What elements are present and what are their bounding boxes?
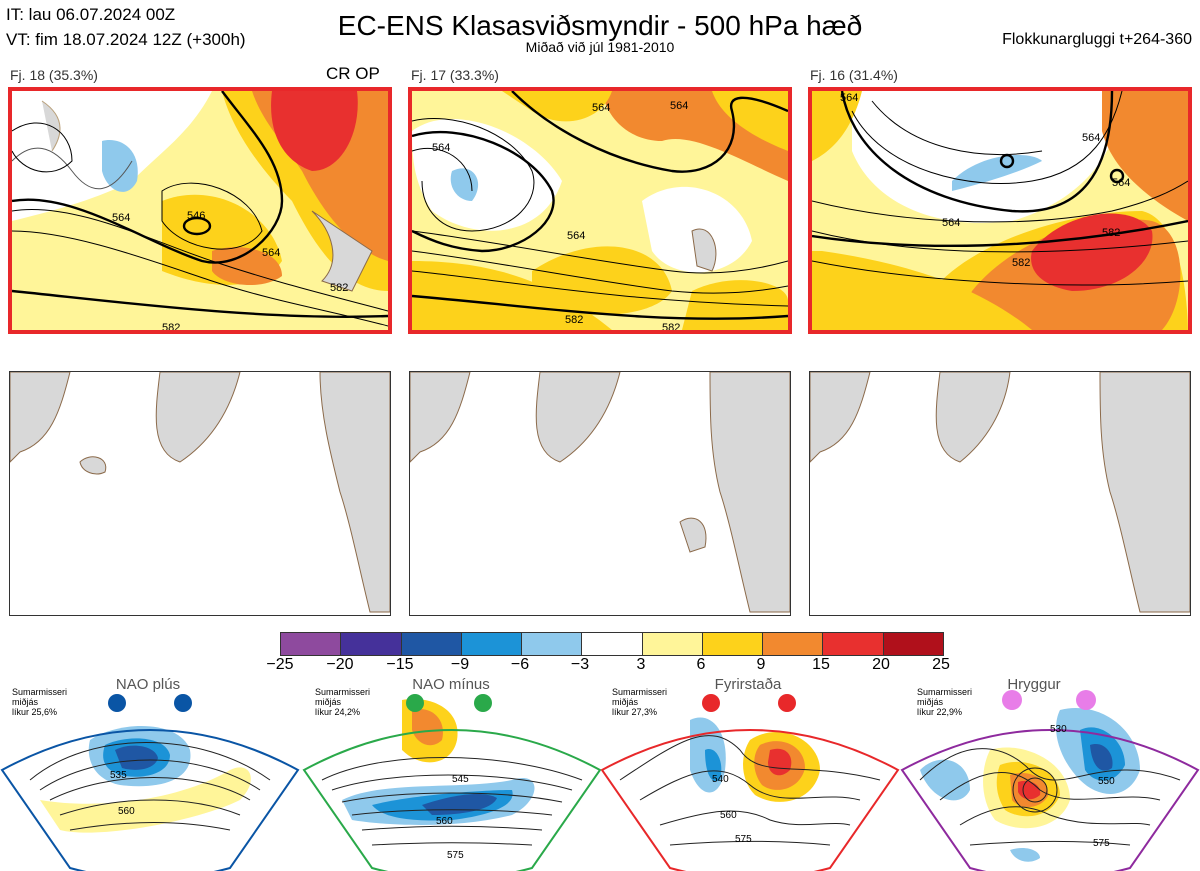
regime-info-ridge: Sumarmisseri miðjás líkur 22,9% [917, 687, 973, 717]
regime-title-nao-minus: NAO mínus [412, 676, 490, 693]
regime-dot-icon [778, 694, 796, 712]
colorbar-tick: −15 [386, 656, 414, 673]
contour-label: 564 [432, 142, 450, 154]
contour-label: 582 [330, 282, 348, 294]
regime-map-nao-plus[interactable]: 535 560 [0, 690, 300, 871]
page-subtitle: Miðað við júl 1981-2010 [525, 39, 675, 55]
regime-map-ridge[interactable]: 530 550 575 [900, 690, 1200, 871]
regime-dot-icon [174, 694, 192, 712]
contour-label: 564 [567, 230, 585, 242]
colorbar-tick: 25 [932, 656, 950, 673]
empty-map-2 [409, 371, 791, 616]
contour-label: 564 [1112, 177, 1130, 189]
colorbar-tick: 20 [872, 656, 890, 673]
contour-label: 582 [1012, 257, 1030, 269]
regime-dot-icon [1076, 690, 1096, 710]
contour-label: 560 [118, 806, 135, 817]
regime-dot-icon [702, 694, 720, 712]
contour-label: 560 [720, 810, 737, 821]
empty-map-3 [809, 371, 1191, 616]
colorbar [280, 632, 944, 656]
regime-info-nao-minus: Sumarmisseri miðjás líkur 24,2% [315, 687, 371, 717]
contour-label: 564 [262, 247, 280, 259]
colorbar-tick: −6 [510, 656, 530, 673]
contour-label: 564 [1082, 132, 1100, 144]
contour-label: 546 [187, 210, 205, 222]
contour-label: 564 [942, 217, 960, 229]
classification-window: Flokkunargluggi t+264-360 [1002, 31, 1192, 48]
contour-label: 582 [1102, 227, 1120, 239]
contour-label: 575 [1093, 838, 1110, 849]
colorbar-tick: −9 [450, 656, 470, 673]
regime-dot-icon [406, 694, 424, 712]
page-title: EC-ENS Klasasviðsmyndir - 500 hPa hæð [337, 10, 863, 41]
regime-dot-icon [1002, 690, 1022, 710]
regime-title-ridge: Hryggur [1007, 676, 1061, 693]
cluster-map-3[interactable]: 564 564 564 564 582 582 [808, 87, 1192, 334]
contour-label: 582 [662, 322, 680, 330]
colorbar-tick: 15 [812, 656, 830, 673]
regime-map-blocking[interactable]: 540 560 575 [600, 690, 900, 871]
regime-title-nao-plus: NAO plús [115, 676, 181, 693]
cluster-label-3: Fj. 16 (31.4%) [810, 67, 898, 83]
cluster-map-1[interactable]: 564 546 564 582 582 [8, 87, 392, 334]
colorbar-tick: 9 [756, 656, 766, 673]
contour-label: 530 [1050, 724, 1067, 735]
contour-label: 550 [1098, 776, 1115, 787]
contour-label: 560 [436, 816, 453, 827]
contour-label: 545 [452, 774, 469, 785]
contour-label: 575 [735, 834, 752, 845]
contour-label: 540 [712, 774, 729, 785]
regime-title-blocking: Fyrirstaða [714, 676, 782, 693]
contour-label: 582 [565, 314, 583, 326]
colorbar-tick: −25 [266, 656, 294, 673]
colorbar-tick: 6 [696, 656, 706, 673]
colorbar-tick: −20 [326, 656, 354, 673]
regime-info-nao-plus: Sumarmisseri miðjás líkur 25,6% [12, 687, 68, 717]
regime-dot-icon [108, 694, 126, 712]
cluster-label-2: Fj. 17 (33.3%) [411, 67, 499, 83]
init-time: IT: lau 06.07.2024 00Z [6, 5, 176, 24]
valid-time: VT: fim 18.07.2024 12Z (+300h) [6, 30, 246, 49]
contour-label: 564 [840, 92, 858, 104]
cluster-tag-1: CR OP [326, 64, 380, 83]
colorbar-tick: −3 [570, 656, 590, 673]
contour-label: 564 [592, 102, 610, 114]
regime-info-blocking: Sumarmisseri miðjás líkur 27,3% [612, 687, 668, 717]
empty-map-1 [9, 371, 391, 616]
contour-label: 564 [670, 100, 688, 112]
regime-dot-icon [474, 694, 492, 712]
contour-label: 575 [447, 850, 464, 861]
colorbar-tick: 3 [636, 656, 646, 673]
contour-label: 582 [162, 322, 180, 330]
contour-label: 535 [110, 770, 127, 781]
cluster-map-2[interactable]: 564 564 564 564 582 582 [408, 87, 792, 334]
cluster-label-1: Fj. 18 (35.3%) [10, 67, 98, 83]
contour-label: 564 [112, 212, 130, 224]
regime-map-nao-minus[interactable]: 545 560 575 [302, 690, 602, 871]
